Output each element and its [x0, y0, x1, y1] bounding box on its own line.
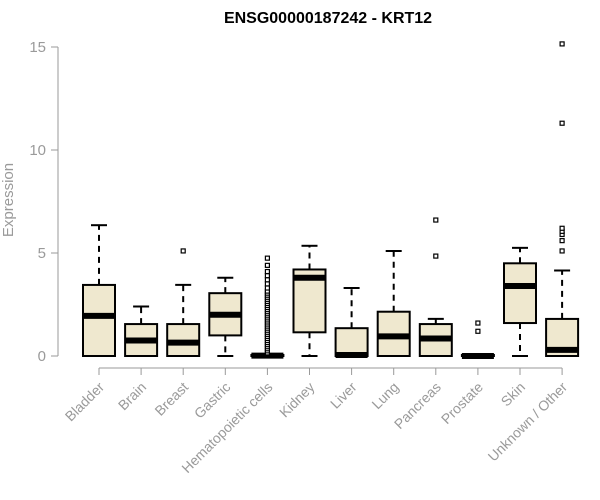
outlier-point — [264, 255, 270, 261]
box-skin — [503, 246, 537, 357]
outlier-point — [264, 273, 270, 279]
box-iqr — [334, 327, 369, 358]
outlier-point — [559, 41, 565, 47]
outlier-point — [264, 268, 270, 275]
box-breast — [166, 248, 201, 358]
x-tick-label: Breast — [151, 379, 191, 419]
box-lung — [376, 249, 411, 357]
x-tick-label: Skin — [498, 379, 529, 410]
chart-title: ENSG00000187242 - KRT12 — [224, 10, 432, 27]
x-tick-label: Kidney — [276, 379, 318, 421]
outlier-point — [433, 217, 439, 223]
outlier-point — [264, 262, 270, 268]
outlier-point — [559, 225, 565, 231]
y-tick-label: 10 — [29, 142, 46, 159]
outlier-point — [433, 253, 439, 259]
box-pancreas — [418, 217, 453, 358]
outlier-point — [264, 277, 270, 283]
outlier-point — [559, 238, 565, 244]
y-tick-label: 0 — [38, 348, 46, 365]
outlier-point — [180, 248, 186, 254]
box-iqr — [82, 283, 116, 357]
outlier-point — [475, 320, 481, 326]
outlier-point — [475, 328, 481, 334]
box-liver — [334, 287, 369, 358]
box-unknown-other — [545, 41, 580, 358]
box-iqr — [503, 262, 537, 325]
box-prostate — [460, 320, 495, 359]
outlier-point — [559, 120, 565, 126]
y-tick-label: 5 — [38, 245, 46, 262]
x-tick-label: Unknown / Other — [485, 379, 571, 465]
box-kidney — [292, 244, 327, 357]
y-axis-label: Expression — [0, 163, 17, 237]
box-hematopoietic-cells — [250, 255, 285, 359]
x-tick-label: Brain — [115, 379, 149, 413]
outlier-point — [559, 248, 565, 254]
box-bladder — [82, 224, 116, 357]
y-axis: 0 5 10 15 — [29, 39, 59, 365]
outlier-point — [264, 281, 270, 287]
outlier-point — [264, 285, 270, 291]
x-tick-label: Bladder — [62, 379, 108, 425]
x-tick-label: Prostate — [438, 379, 486, 427]
x-tick-label: Liver — [327, 379, 360, 412]
box-brain — [124, 305, 159, 358]
x-tick-label: Pancreas — [391, 379, 444, 432]
boxes-group — [82, 41, 580, 359]
box-gastric — [208, 276, 243, 357]
y-tick-label: 15 — [29, 39, 46, 56]
x-tick-label: Lung — [368, 379, 401, 412]
